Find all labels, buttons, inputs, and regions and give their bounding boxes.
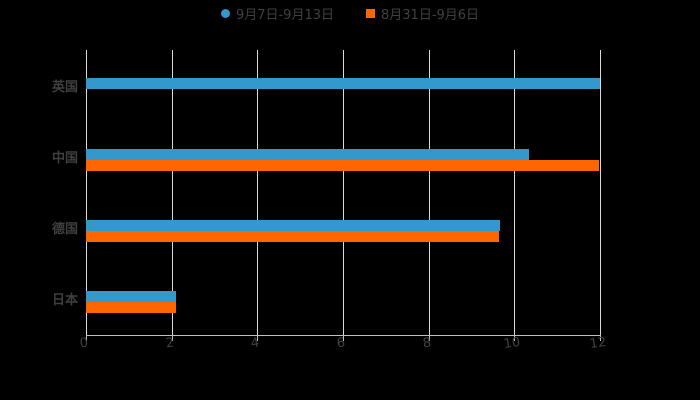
gridline [428, 50, 430, 335]
x-tick [428, 335, 430, 341]
bar[interactable] [86, 302, 176, 314]
plot-area [86, 50, 601, 341]
legend-item-series2[interactable]: 8月31日-9月6日 [366, 4, 480, 23]
x-tick-label: 10 [503, 334, 522, 353]
legend-label: 9月7日-9月13日 [235, 7, 334, 23]
legend: 9月7日-9月13日 8月31日-9月6日 [0, 4, 700, 23]
square-swatch-icon [366, 8, 375, 18]
x-tick-label: 12 [588, 334, 608, 353]
gridline [86, 50, 87, 335]
x-axis-line [86, 335, 600, 336]
bar[interactable] [86, 148, 530, 160]
bar[interactable] [86, 159, 600, 171]
x-tick-label: 2 [164, 335, 175, 352]
bar[interactable] [86, 220, 501, 232]
y-category-label: 中国 [51, 150, 78, 166]
bar[interactable] [86, 77, 600, 89]
x-tick-label: 0 [78, 335, 90, 352]
gridline [257, 50, 259, 335]
x-tick-label: 4 [250, 335, 261, 352]
x-tick [171, 335, 173, 341]
gridline [343, 50, 344, 335]
x-tick [86, 335, 87, 341]
x-tick-label: 6 [335, 335, 347, 352]
x-tick [514, 335, 516, 341]
x-tick [343, 335, 344, 341]
circle-swatch-icon [220, 8, 230, 18]
bar[interactable] [86, 231, 499, 243]
y-category-label: 日本 [51, 293, 78, 309]
gridline [514, 50, 516, 335]
x-tick-label: 8 [421, 335, 432, 352]
x-tick [257, 335, 259, 341]
x-tick [600, 335, 601, 341]
legend-label: 8月31日-9月6日 [381, 7, 480, 23]
gridline [600, 50, 601, 335]
bar[interactable] [86, 291, 176, 303]
y-category-label: 德国 [51, 222, 78, 238]
y-category-label: 英国 [51, 79, 78, 95]
legend-item-series1[interactable]: 9月7日-9月13日 [220, 4, 334, 23]
gridline [171, 50, 173, 335]
